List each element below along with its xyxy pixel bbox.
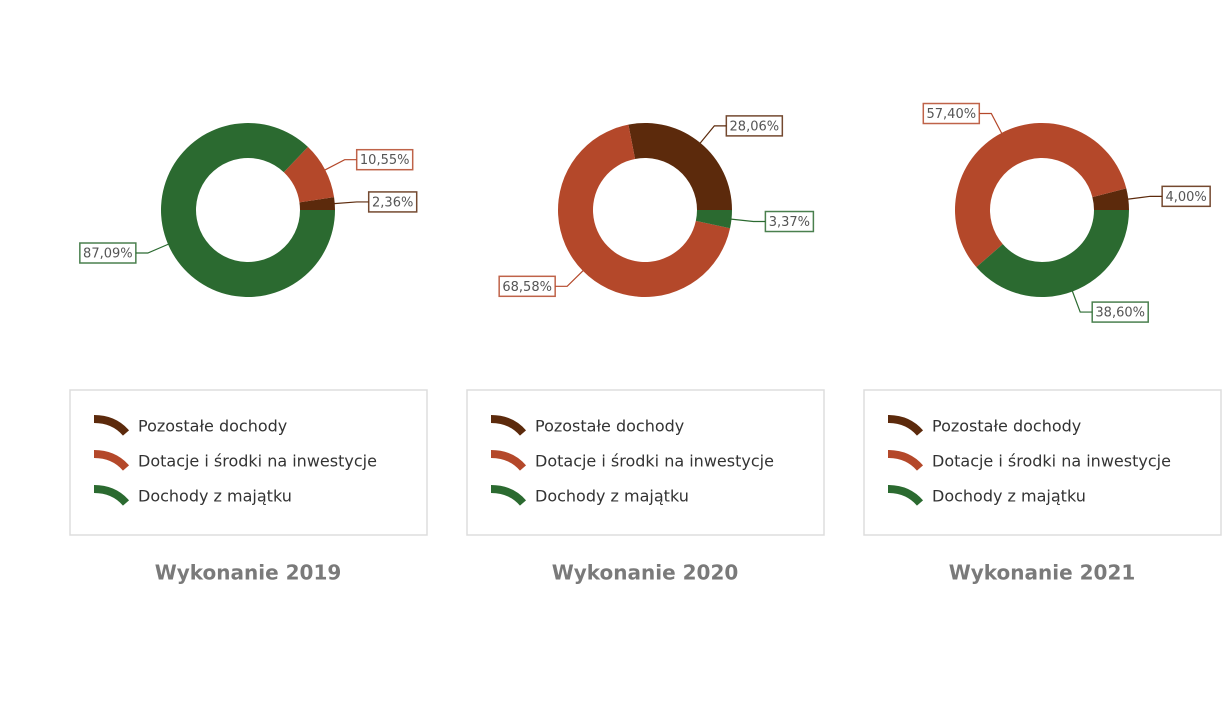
label-box — [725, 115, 784, 137]
chart-title: Wykonanie 2019 — [155, 561, 342, 585]
donut-slice — [695, 210, 732, 229]
donut-slice — [976, 210, 1129, 297]
legend-label: Dotacje i środki na inwestycje — [535, 452, 774, 471]
legend-box — [863, 389, 1222, 536]
donut-slice — [557, 124, 731, 297]
data-label: 28,06% — [730, 119, 780, 134]
donut-slice — [954, 123, 1127, 268]
data-label: 2,36% — [372, 195, 413, 210]
legend-label: Dotacje i środki na inwestycje — [138, 452, 377, 471]
leader-line — [979, 112, 1004, 137]
leader-line — [1070, 287, 1093, 313]
leader-line — [330, 201, 369, 205]
legend-label: Pozostałe dochody — [138, 417, 287, 436]
legend-label: Dotacje i środki na inwestycje — [932, 452, 1171, 471]
label-box — [498, 275, 556, 298]
data-label: 68,58% — [502, 280, 552, 295]
legend-label: Pozostałe dochody — [932, 417, 1081, 436]
data-label: 3,37% — [769, 215, 810, 230]
leader-line — [555, 267, 587, 287]
legend-label: Dochody z majątku — [138, 487, 292, 506]
donut-slice — [283, 146, 335, 203]
label-box — [764, 210, 815, 233]
leader-line — [727, 218, 766, 223]
label-box — [1091, 301, 1149, 323]
legend-icon — [887, 450, 924, 471]
donut-slice — [160, 123, 335, 298]
data-label: 38,60% — [1095, 306, 1145, 321]
donut-slice — [628, 123, 732, 210]
legend-label: Dochody z majątku — [535, 487, 689, 506]
leader-line — [697, 125, 727, 147]
label-box — [1161, 185, 1211, 208]
data-label: 57,40% — [927, 107, 977, 122]
legend-label: Pozostałe dochody — [535, 417, 684, 436]
data-label: 10,55% — [360, 153, 410, 168]
legend-icon — [490, 415, 527, 436]
legend-icon — [490, 485, 527, 506]
leader-line — [321, 159, 357, 173]
data-label: 87,09% — [83, 247, 133, 262]
legend-icon — [93, 450, 130, 471]
donut-slice — [299, 197, 335, 210]
data-label: 4,00% — [1165, 190, 1206, 205]
leader-line — [135, 242, 172, 254]
leader-line — [1124, 195, 1163, 201]
chart-title: Wykonanie 2020 — [552, 561, 739, 585]
label-box — [922, 102, 981, 125]
label-box — [79, 242, 137, 264]
legend-icon — [887, 415, 924, 436]
label-box — [355, 148, 414, 171]
legend-icon — [887, 485, 924, 506]
legend-icon — [93, 485, 130, 506]
legend-box — [69, 389, 428, 536]
legend-box — [466, 389, 825, 536]
legend-icon — [490, 450, 527, 471]
label-box — [367, 191, 418, 213]
chart-title: Wykonanie 2021 — [949, 561, 1136, 585]
legend-icon — [93, 415, 130, 436]
legend-label: Dochody z majątku — [932, 487, 1086, 506]
donut-slice — [1092, 188, 1130, 210]
